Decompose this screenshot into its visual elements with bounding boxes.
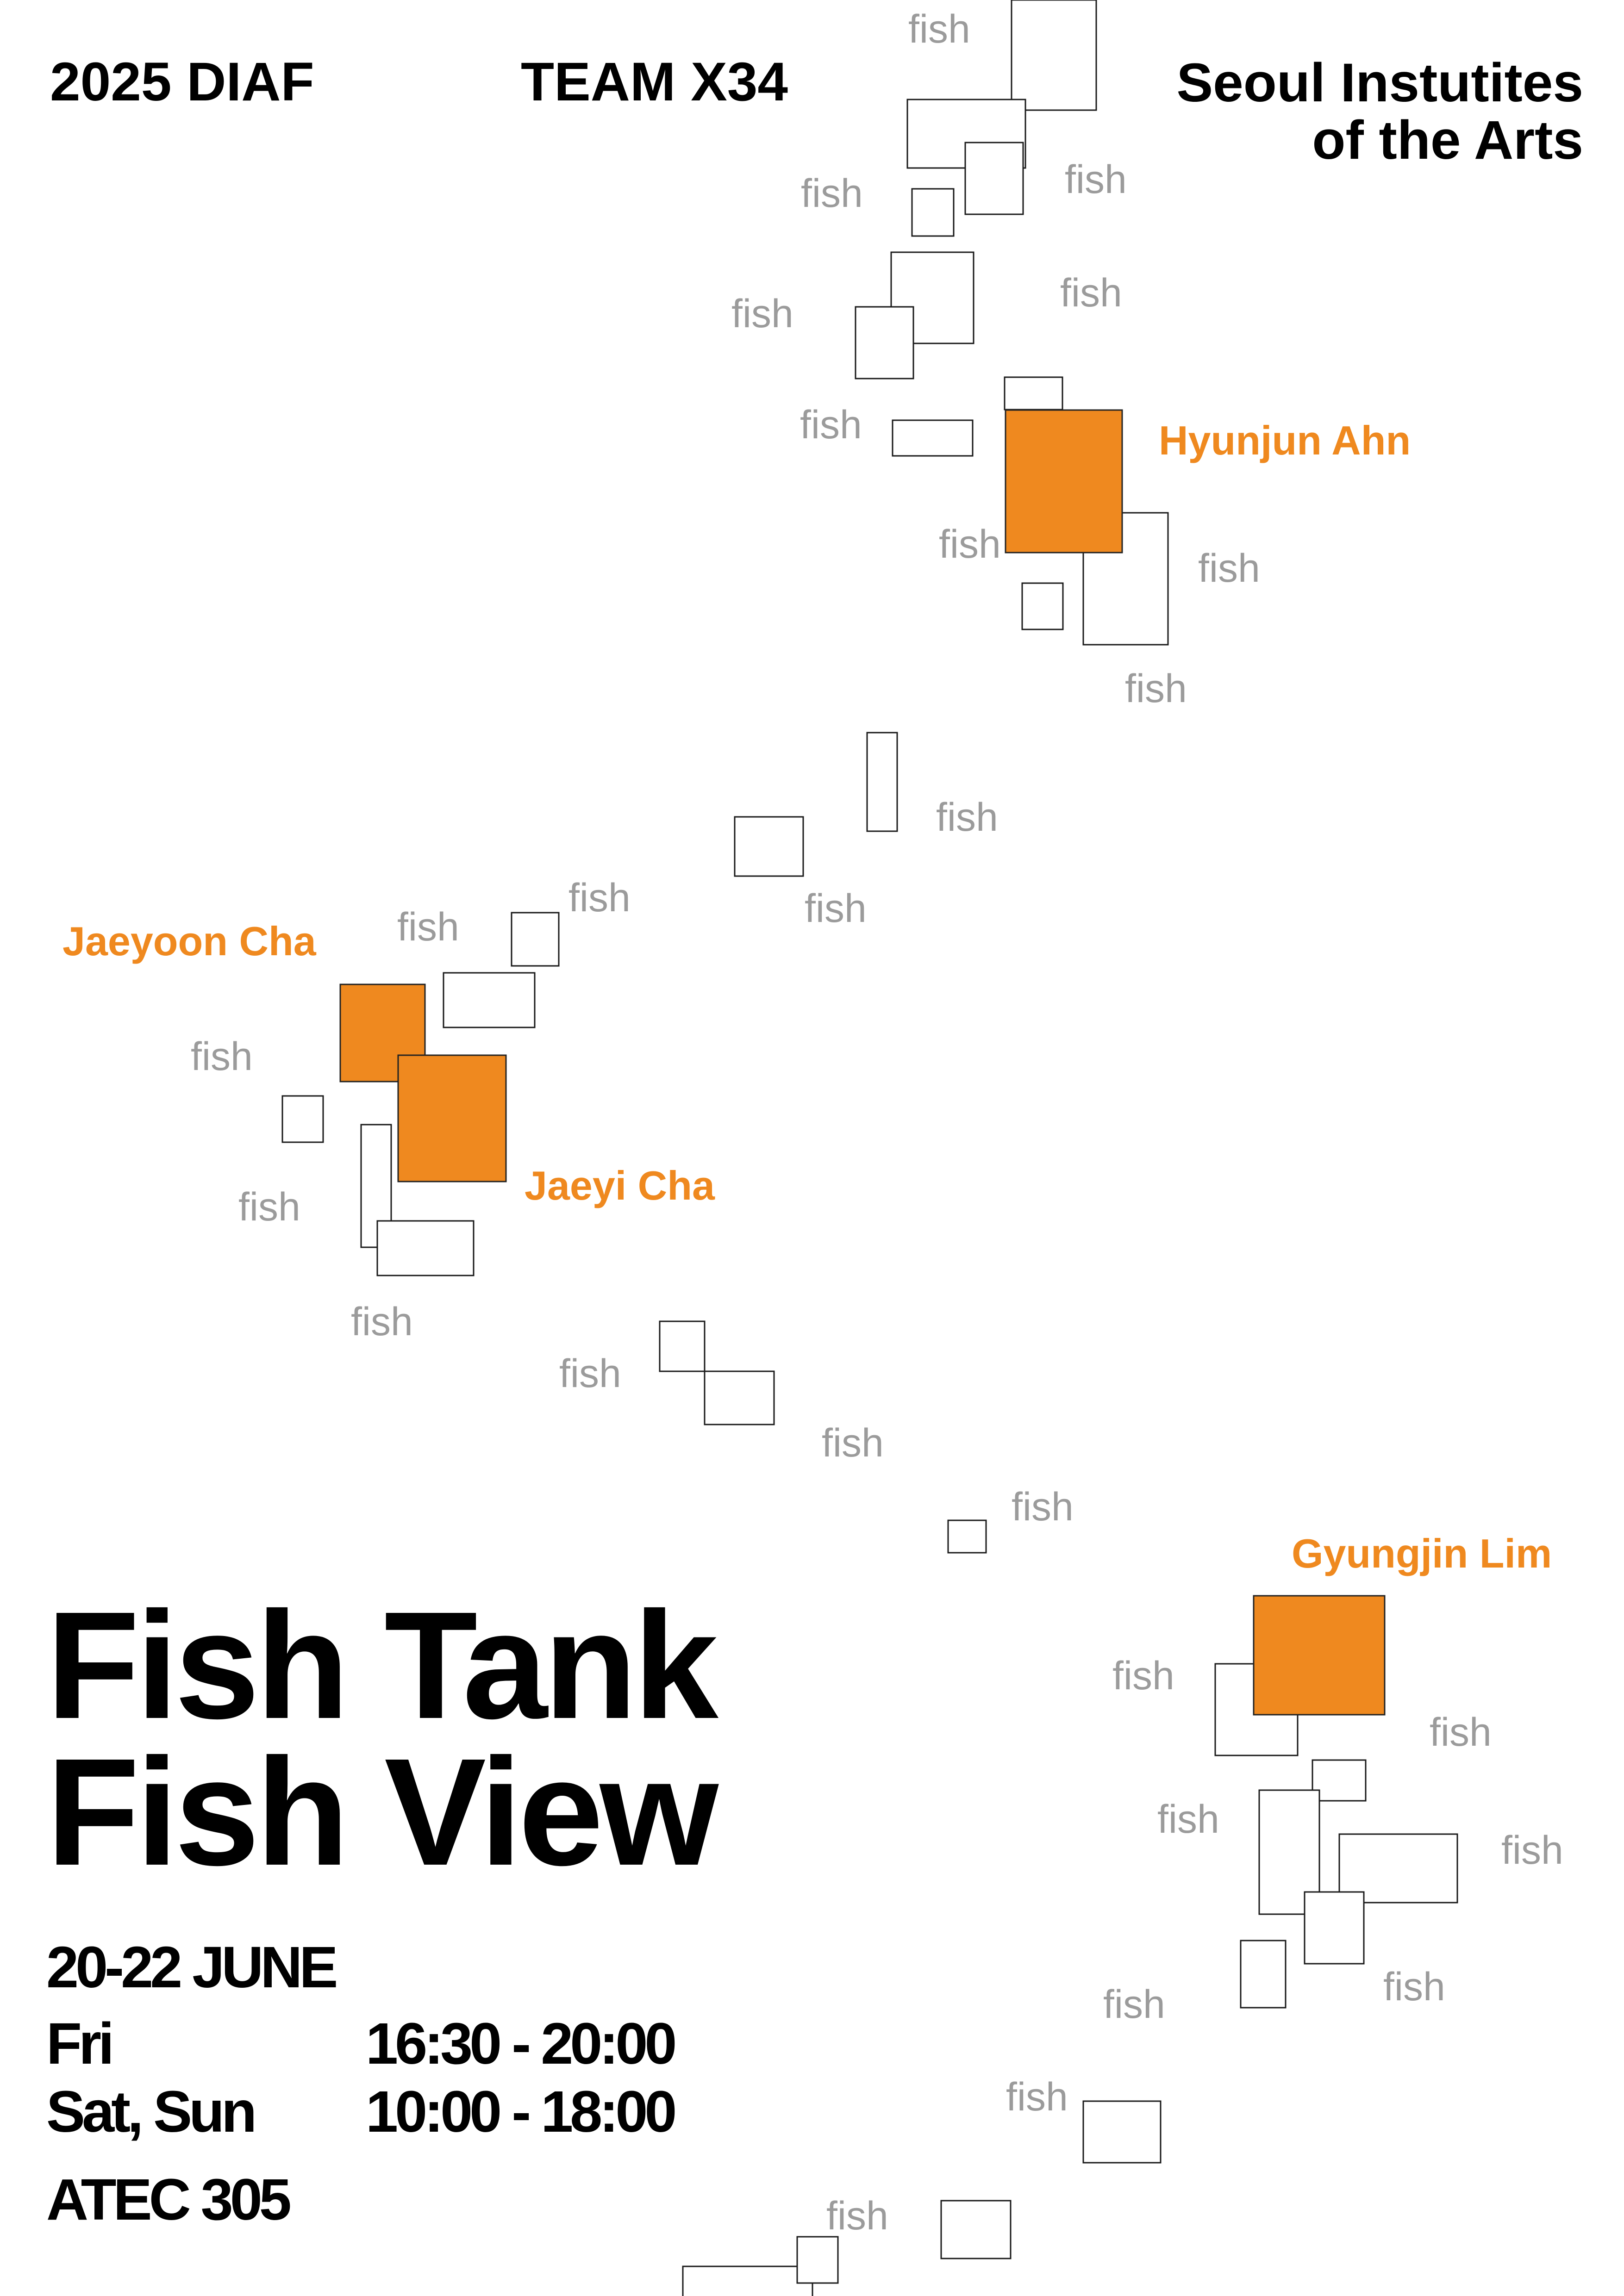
tank-box xyxy=(734,816,804,877)
tank-box xyxy=(866,732,898,832)
fish-label: fish xyxy=(1112,1654,1174,1698)
fish-label: fish xyxy=(800,403,862,447)
fish-label: fish xyxy=(1065,157,1127,202)
fish-label: fish xyxy=(559,1351,621,1396)
fish-label: fish xyxy=(1501,1828,1563,1873)
tank-box xyxy=(1304,1891,1365,1965)
tank-box xyxy=(1338,1833,1458,1904)
team-label: TEAM X34 xyxy=(521,51,788,112)
fish-label: fish xyxy=(351,1300,413,1344)
schedule-time: 10:00 - 18:00 xyxy=(366,2079,677,2144)
tank-box xyxy=(704,1370,775,1425)
tank-box xyxy=(443,972,536,1028)
artist-name-hyunjun-ahn: Hyunjun Ahn xyxy=(1159,417,1411,463)
fish-label: fish xyxy=(397,905,459,949)
tank-box xyxy=(1004,376,1063,411)
artist-name-jaeyoon-cha: Jaeyoon Cha xyxy=(62,918,316,964)
tank-box xyxy=(511,912,560,967)
title-line1: Fish Tank xyxy=(46,1580,718,1750)
event-venue: ATEC 305 xyxy=(46,2167,292,2232)
artist-box-gyungjin-lim xyxy=(1253,1595,1386,1716)
title-line2: Fish View xyxy=(46,1726,718,1897)
institution-label: Seoul Instutites of the Arts xyxy=(1176,52,1583,171)
tank-box xyxy=(796,2236,839,2284)
tank-box xyxy=(940,2200,1012,2259)
fish-label: fish xyxy=(908,7,970,51)
tank-box xyxy=(892,419,974,457)
fish-label: fish xyxy=(1198,546,1260,591)
schedule-row-fri: Fri 16:30 - 20:00 xyxy=(46,2011,677,2076)
fish-label: fish xyxy=(805,886,867,931)
schedule-day: Sat, Sun xyxy=(46,2079,257,2144)
fish-label: fish xyxy=(801,171,863,216)
institution-line2: of the Arts xyxy=(1312,109,1583,171)
institution-line1: Seoul Instutites xyxy=(1176,52,1583,113)
tank-box xyxy=(1011,0,1097,111)
fish-label: fish xyxy=(936,795,998,840)
tank-box xyxy=(1312,1759,1367,1802)
fish-label: fish xyxy=(822,1421,884,1465)
tank-box xyxy=(281,1095,324,1143)
fish-label: fish xyxy=(939,522,1001,566)
fish-label: fish xyxy=(238,1185,300,1229)
fish-label: fish xyxy=(1430,1710,1492,1755)
fish-label: fish xyxy=(1103,1982,1165,2027)
tank-box xyxy=(682,2265,813,2296)
fish-label: fish xyxy=(1157,1797,1219,1842)
tank-box xyxy=(947,1519,987,1554)
tank-box xyxy=(659,1320,706,1372)
fish-label: fish xyxy=(731,292,793,336)
fish-label: fish xyxy=(1012,1485,1074,1529)
fish-label: fish xyxy=(1125,666,1187,711)
tank-box xyxy=(376,1220,475,1276)
tank-box xyxy=(1240,1940,1287,2009)
tank-box xyxy=(1021,582,1064,630)
event-dates: 20-22 JUNE xyxy=(46,1935,338,2000)
schedule-day: Fri xyxy=(46,2011,114,2076)
tank-box xyxy=(855,306,914,380)
fish-label: fish xyxy=(1006,2075,1068,2119)
fish-label: fish xyxy=(191,1034,253,1079)
tank-box xyxy=(964,142,1024,215)
artist-box-jaeyi-cha xyxy=(397,1054,507,1182)
fish-label: fish xyxy=(1060,271,1122,315)
festival-label: 2025 DIAF xyxy=(50,51,314,112)
artist-name-jaeyi-cha: Jaeyi Cha xyxy=(525,1163,715,1208)
fish-label: fish xyxy=(568,876,631,920)
exhibition-title: Fish Tank Fish View xyxy=(46,1580,718,1897)
tank-box xyxy=(1082,2100,1162,2164)
artist-name-gyungjin-lim: Gyungjin Lim xyxy=(1292,1531,1552,1576)
tank-box xyxy=(911,188,955,237)
artist-box-hyunjun-ahn xyxy=(1005,409,1123,554)
fish-label: fish xyxy=(826,2194,888,2238)
fish-label: fish xyxy=(1383,1965,1445,2009)
schedule-row-weekend: Sat, Sun 10:00 - 18:00 xyxy=(46,2079,677,2144)
schedule-time: 16:30 - 20:00 xyxy=(366,2011,677,2076)
